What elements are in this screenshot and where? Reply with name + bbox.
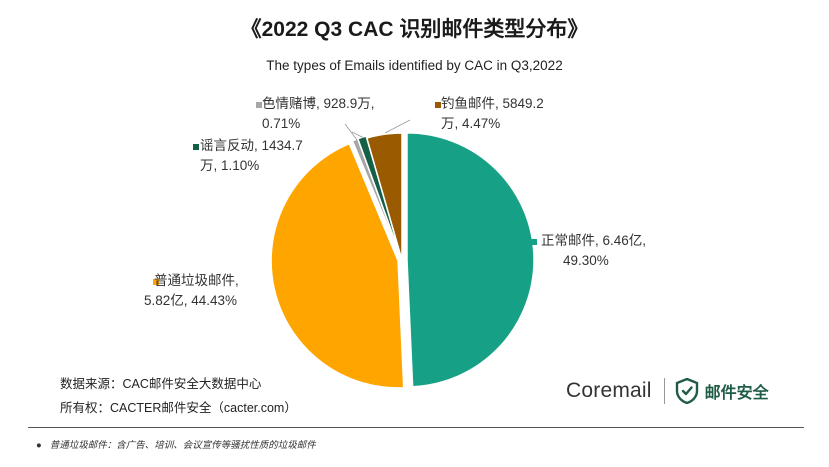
leader-lines [344,119,411,141]
source-block: 数据来源：CAC邮件安全大数据中心 所有权：CACTER邮件安全（cacter.… [60,372,297,420]
footer-rule [28,427,804,428]
slice-label-phishing-2: 万, 4.47% [441,116,500,131]
slice-label-normal-1: 正常邮件, 6.46亿, [541,233,646,248]
legend-swatch-rumor [193,144,199,150]
pie-slice-spam [270,142,405,389]
legend-swatch-normal [531,239,537,245]
legend-swatch-phishing [435,102,441,108]
bullet-icon: ● [36,440,42,451]
slice-labels: 正常邮件, 6.46亿, 49.30% 普通垃圾邮件, 5.82亿, 44.43% 色情… [144,95,646,308]
leader-line-phishing [384,119,411,134]
footnote: ● 普通垃圾邮件：含广告、培训、会议宣传等骚扰性质的垃圾邮件 [36,437,316,451]
slice-label-porn-1: 色情赌博, 928.9万, [262,95,375,111]
mail-security-text: 邮件安全 [704,385,769,402]
slice-label-normal-2: 49.30% [563,253,609,268]
leader-line-porn [344,123,358,141]
pie-slice-normal [406,132,535,388]
slice-label-spam-1: 普通垃圾邮件, [154,273,239,288]
slice-label-phishing-1: 钓鱼邮件, 5849.2 [441,95,544,111]
shield-icon [675,378,698,404]
pie-slice-phishing [365,132,403,261]
pie-slices [270,132,535,389]
legend-swatch-porn [256,102,262,108]
slice-label-rumor-1: 谣言反动, 1434.7 [200,138,303,153]
brand-logo: Coremail 邮件安全 [566,376,769,406]
slice-label-rumor-2: 万, 1.10% [200,158,259,173]
coremail-logo-text: Coremail [566,379,652,402]
footnote-text: 普通垃圾邮件：含广告、培训、会议宣传等骚扰性质的垃圾邮件 [49,440,316,451]
slice-label-spam-2: 5.82亿, 44.43% [144,293,237,308]
slice-label-porn-2: 0.71% [262,116,300,131]
data-source-text: 数据来源：CAC邮件安全大数据中心 [60,377,262,391]
leader-line-rumor [351,131,365,139]
brand-divider [663,378,665,404]
chart-subtitle: The types of Emails identified by CAC in… [266,58,563,73]
page-title: 《2022 Q3 CAC 识别邮件类型分布》 [240,18,589,41]
legend-swatch-spam [153,279,159,285]
copyright-text: 所有权：CACTER邮件安全（cacter.com） [60,401,297,415]
